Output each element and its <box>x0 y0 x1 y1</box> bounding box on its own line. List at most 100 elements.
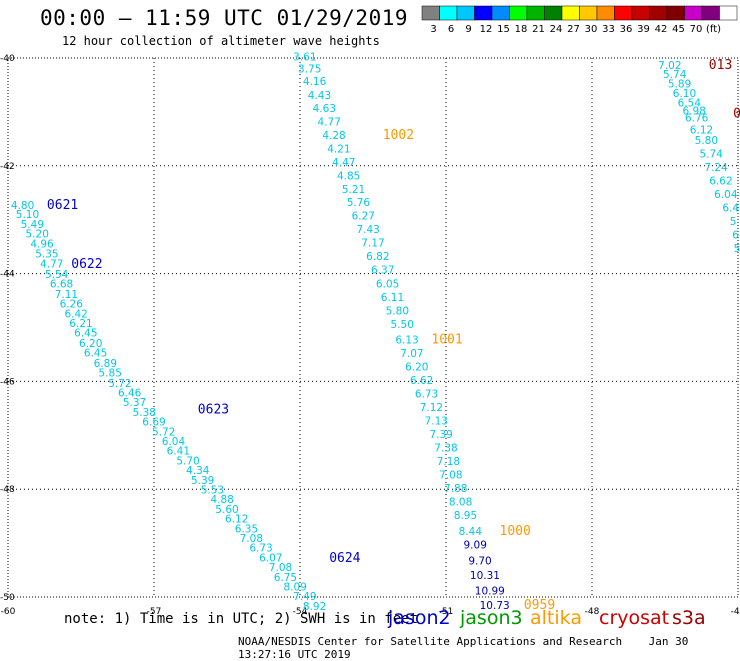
wave-height-value: 6.4 <box>722 203 739 215</box>
wave-height-value: 6.54 <box>678 98 702 110</box>
wave-height-value: 6.62 <box>410 375 433 387</box>
wave-height-value: 6.21 <box>69 318 92 330</box>
wave-height-value: 6.13 <box>395 335 418 347</box>
wave-height-value: 9.09 <box>464 539 487 551</box>
wave-height-value: 5.10 <box>16 209 39 221</box>
wave-height-value: 8.92 <box>303 601 326 613</box>
satellite-cryosat: cryosat <box>599 607 670 629</box>
wave-height-value: 6.89 <box>94 358 117 370</box>
wave-height-value: 8.09 <box>283 582 306 594</box>
wave-height-value: 7.43 <box>356 224 379 236</box>
wave-height-value: 6.45 <box>74 328 97 340</box>
scale-label: 36 <box>620 24 633 35</box>
scale-label: 42 <box>655 24 668 35</box>
scale-label: 27 <box>567 24 580 35</box>
pass-time-label: 0623 <box>198 403 229 418</box>
pass-time-label: 0624 <box>329 551 360 566</box>
scale-label: 70 <box>690 24 703 35</box>
scale-label: 18 <box>515 24 528 35</box>
wave-height-value: 4.85 <box>337 170 360 182</box>
wave-height-value: 7.12 <box>420 402 443 414</box>
scale-label: 39 <box>637 24 650 35</box>
scale-label: 30 <box>585 24 598 35</box>
scale-label: 15 <box>497 24 510 35</box>
wave-height-value: 6.73 <box>249 543 272 555</box>
wave-height-value: 6.75 <box>274 572 297 584</box>
wave-height-value: 5.49 <box>21 219 44 231</box>
scale-label: 3 <box>430 24 436 35</box>
wave-height-value: 6.62 <box>709 176 732 188</box>
wave-height-value: 6.98 <box>683 106 706 118</box>
footer-note: note: 1) Time is in UTC; 2) SWH is in fe… <box>64 611 419 627</box>
x-tick-label: -51 <box>439 607 454 617</box>
wave-height-value: 6.20 <box>405 362 428 374</box>
wave-height-value: 6.82 <box>366 251 389 263</box>
wave-height-value: 4.34 <box>186 465 210 477</box>
wave-height-value: 5.53 <box>201 485 224 497</box>
wave-height-value: 10.99 <box>475 585 505 597</box>
wave-height-value: 6.46 <box>118 387 142 399</box>
pass-time-label: 0959 <box>524 598 555 613</box>
wave-height-value: 6.27 <box>352 211 375 223</box>
wave-height-value: 6.04 <box>714 189 738 201</box>
satellite-altika: altika <box>530 607 582 629</box>
wave-height-value: 5.38 <box>133 407 156 419</box>
wave-height-value: 7.08 <box>269 562 292 574</box>
wave-height-value: 8.95 <box>454 510 477 522</box>
pass-time-label: 0622 <box>71 257 102 272</box>
wave-height-value: 5.72 <box>108 378 131 390</box>
scale-label: (ft) <box>706 24 721 35</box>
wave-height-value: 7.88 <box>444 483 467 495</box>
pass-time-label: 1000 <box>500 524 531 539</box>
wave-height-value: 7.08 <box>240 533 263 545</box>
wave-height-value: 3.61 <box>293 52 316 64</box>
wave-height-value: 6.73 <box>415 389 438 401</box>
satellite-jason2: jason2 <box>388 607 451 629</box>
scale-label: 33 <box>602 24 615 35</box>
pass-time-label: 1001 <box>431 333 462 348</box>
scale-label: 12 <box>480 24 493 35</box>
wave-height-value: 6.12 <box>225 514 248 526</box>
wave-height-value: 6.76 <box>685 113 709 125</box>
wave-height-value: 5.89 <box>668 79 691 91</box>
wave-height-value: 4.16 <box>303 76 327 88</box>
wave-height-value: 7.38 <box>434 442 457 454</box>
wave-height-value: 10.73 <box>480 600 510 612</box>
x-tick-label: -48 <box>585 607 600 617</box>
wave-height-value: 5.80 <box>695 135 718 147</box>
y-tick-label: -44 <box>0 270 15 280</box>
chart-subtitle: 12 hour collection of altimeter wave hei… <box>62 34 380 48</box>
wave-height-value: 5 <box>730 216 737 228</box>
wave-height-value: 7.02 <box>658 60 681 72</box>
wave-height-value: 6.20 <box>79 338 102 350</box>
scale-label: 9 <box>465 24 471 35</box>
x-tick-label: -57 <box>147 607 162 617</box>
wave-height-value: 3.75 <box>298 64 321 76</box>
wave-height-value: 7.24 <box>704 162 728 174</box>
wave-height-value: 6.42 <box>64 308 87 320</box>
wave-height-value: 4.63 <box>313 103 336 115</box>
wave-height-value: 7.11 <box>55 289 78 301</box>
wave-height-value: 5.74 <box>700 149 724 161</box>
x-tick-label: -54 <box>293 607 308 617</box>
wave-height-value: 7.08 <box>439 469 462 481</box>
wave-height-value: 6 <box>732 230 739 242</box>
pass-time-label: 1002 <box>383 128 414 143</box>
wave-height-value: 8.08 <box>449 496 472 508</box>
y-tick-label: -46 <box>0 377 15 387</box>
wave-height-value: 5.76 <box>347 197 371 209</box>
y-tick-label: -40 <box>0 54 15 64</box>
wave-height-value: 4.80 <box>11 200 34 212</box>
wave-height-value: 8.44 <box>459 526 483 538</box>
wave-height-value: 6.41 <box>167 446 190 458</box>
wave-height-value: 7.49 <box>293 591 316 603</box>
y-tick-label: -50 <box>0 593 15 603</box>
wave-height-value: 6.69 <box>142 417 165 429</box>
y-tick-label: -48 <box>0 485 15 495</box>
wave-height-value: 4.77 <box>40 259 63 271</box>
wave-height-value: 4.43 <box>308 90 331 102</box>
scale-swatch <box>719 5 738 21</box>
wave-height-value: 5 <box>734 243 740 255</box>
wave-height-value: 5.80 <box>386 306 409 318</box>
